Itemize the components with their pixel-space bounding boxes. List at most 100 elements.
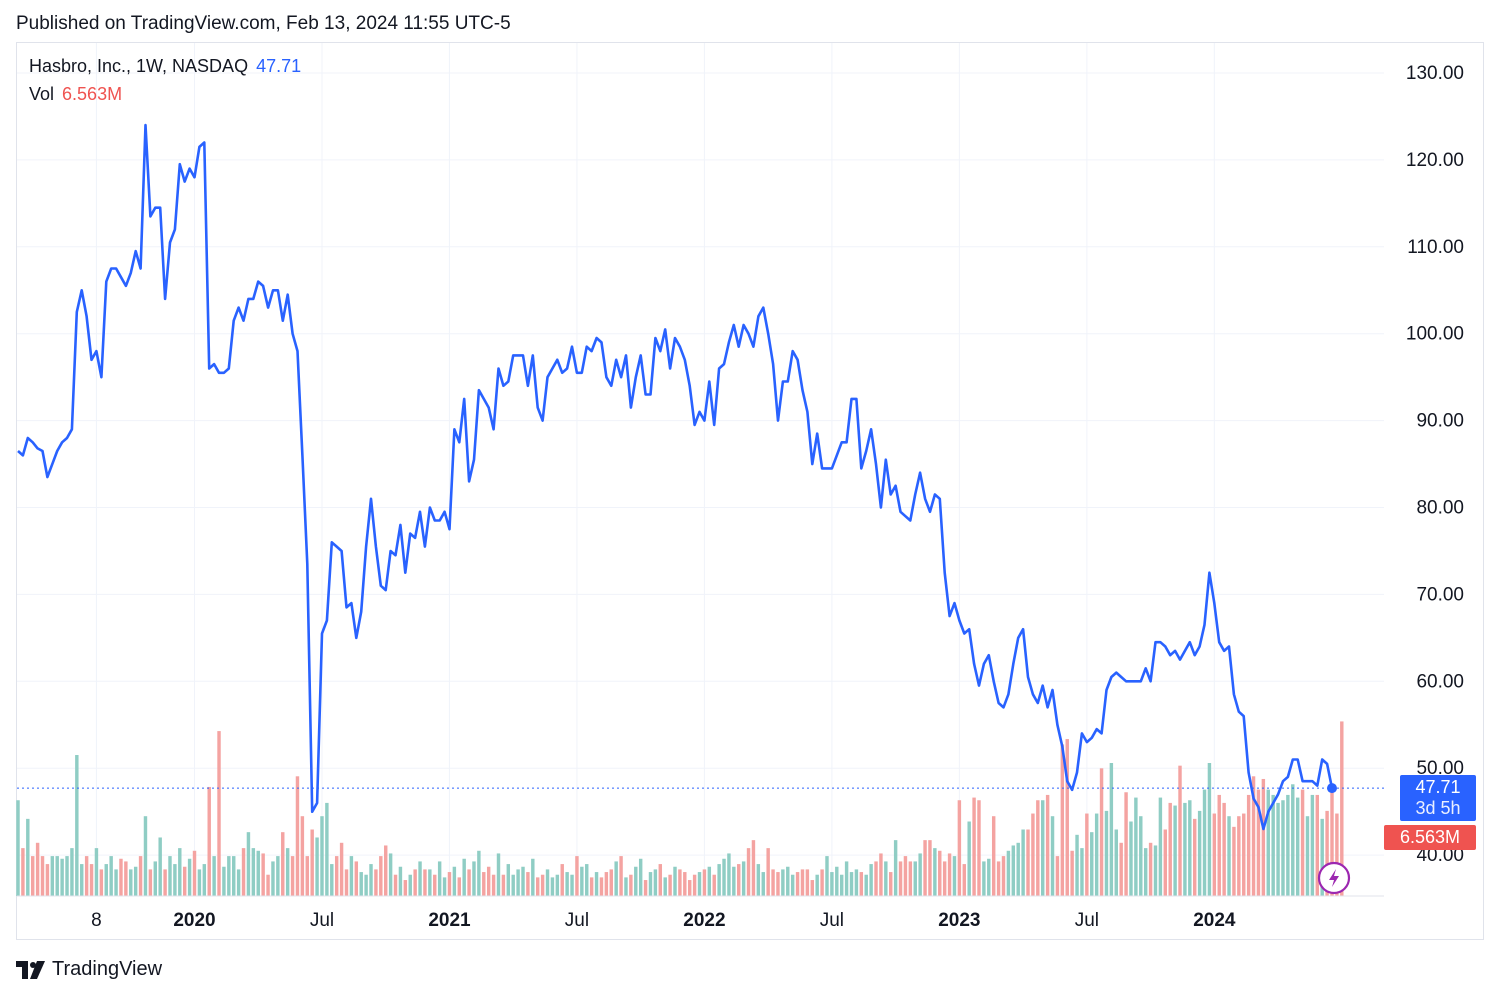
- volume-bar: [1286, 794, 1290, 896]
- volume-bar: [913, 861, 917, 896]
- volume-bar: [1271, 794, 1275, 896]
- volume-bar: [987, 858, 991, 896]
- symbol-legend[interactable]: Hasbro, Inc., 1W, NASDAQ 47.71: [29, 56, 301, 77]
- volume-bar: [266, 874, 270, 896]
- volume-bar: [1114, 829, 1118, 896]
- volume-bar: [761, 872, 765, 896]
- volume-bar: [374, 869, 378, 896]
- volume-bar: [290, 856, 295, 896]
- volume-bar: [1242, 813, 1246, 896]
- volume-bar: [212, 856, 216, 896]
- volume-bar: [192, 850, 197, 896]
- volume-bar: [585, 864, 589, 896]
- volume-bar: [1212, 813, 1217, 896]
- volume-bar: [1153, 845, 1158, 896]
- price-tag-value: 47.71: [1415, 777, 1461, 797]
- volume-bar: [1320, 818, 1324, 896]
- volume-bar: [687, 880, 692, 896]
- volume-bar: [727, 853, 731, 896]
- volume-bar: [1237, 816, 1241, 896]
- volume-bar: [1315, 794, 1320, 896]
- time-tick-label: Jul: [565, 910, 589, 931]
- volume-bar: [594, 872, 599, 896]
- volume-bar: [692, 874, 697, 896]
- volume-bar: [452, 866, 457, 896]
- volume-bar: [756, 864, 761, 896]
- volume-bar: [393, 874, 398, 896]
- volume-bar: [1330, 789, 1334, 896]
- volume-bar: [648, 872, 653, 896]
- volume-bar: [839, 874, 844, 896]
- grid: [17, 43, 1384, 896]
- lightning-icon[interactable]: [1317, 861, 1351, 895]
- volume-bar: [1335, 813, 1339, 896]
- volume-bar: [315, 837, 319, 896]
- price-axis[interactable]: 130.00 120.00 110.00 100.00 90.00 80.00 70.00 6…: [1406, 63, 1464, 866]
- price-line: [17, 123, 1334, 831]
- volume-bar: [889, 872, 893, 896]
- volume-bar: [560, 864, 564, 896]
- volume-bar: [1232, 826, 1236, 896]
- volume-bar: [202, 864, 207, 896]
- volume-bar: [138, 856, 143, 896]
- volume-bar: [815, 874, 819, 896]
- volume-bar: [1031, 813, 1035, 896]
- volume-bar: [1065, 739, 1069, 896]
- volume-bar: [320, 816, 324, 896]
- volume-bar: [996, 861, 1001, 896]
- volume-bar: [148, 869, 153, 896]
- volume-bar: [16, 800, 20, 896]
- volume-bar: [354, 861, 359, 896]
- volume-bar: [89, 864, 94, 896]
- volume-bar: [222, 866, 226, 896]
- volume-bar: [874, 861, 878, 896]
- volume-bar: [1222, 802, 1226, 896]
- volume-bar: [65, 856, 69, 896]
- volume-bar: [746, 848, 751, 896]
- price-tick-label: 110.00: [1407, 237, 1464, 258]
- volume-bar: [359, 872, 363, 896]
- volume-bar: [1055, 856, 1060, 896]
- volume-bar: [800, 869, 805, 896]
- volume-bar: [403, 880, 408, 896]
- volume-bar: [952, 856, 957, 896]
- volume-bar: [1050, 816, 1055, 896]
- price-tick-label: 60.00: [1416, 671, 1464, 692]
- volume-bar: [790, 874, 795, 896]
- volume-bar: [1281, 800, 1285, 896]
- volume-bar: [844, 861, 849, 896]
- volume-bar: [599, 877, 604, 896]
- volume-bar: [1104, 810, 1109, 896]
- volume-bar: [26, 818, 30, 896]
- volume-bar: [241, 848, 246, 896]
- volume-bar: [854, 869, 859, 896]
- volume-bar: [330, 864, 334, 896]
- volume-bar: [442, 877, 447, 896]
- volume-bar: [1276, 802, 1280, 896]
- volume-bar: [609, 869, 613, 896]
- volume-bar: [1070, 850, 1074, 896]
- volume-tag: 6.563M: [1384, 825, 1476, 850]
- volume-bar: [300, 816, 305, 896]
- volume-bar: [526, 872, 530, 896]
- volume-bar: [124, 861, 128, 896]
- volume-bar: [869, 864, 873, 896]
- volume-bar: [898, 861, 903, 896]
- volume-bar: [217, 731, 221, 896]
- volume-bar: [1001, 856, 1006, 896]
- volume-bar: [35, 842, 40, 896]
- time-axis[interactable]: 8 2020 Jul 2021 Jul 2022 Jul 2023 Jul 2024: [17, 895, 1384, 931]
- volume-bar: [236, 869, 241, 896]
- footer-brand[interactable]: TradingView: [16, 958, 162, 981]
- volume-bar: [1295, 797, 1300, 896]
- volume-bar: [1340, 721, 1344, 896]
- legend-volume: 6.563M: [62, 84, 123, 104]
- volume-bar: [771, 869, 775, 896]
- symbol-title: Hasbro, Inc., 1W, NASDAQ: [29, 56, 249, 76]
- volume-bar: [653, 869, 658, 896]
- volume-legend[interactable]: Vol 6.563M: [29, 84, 122, 105]
- volume-bar: [462, 858, 466, 896]
- time-tick-label: 2023: [938, 910, 980, 931]
- volume-bar: [982, 861, 986, 896]
